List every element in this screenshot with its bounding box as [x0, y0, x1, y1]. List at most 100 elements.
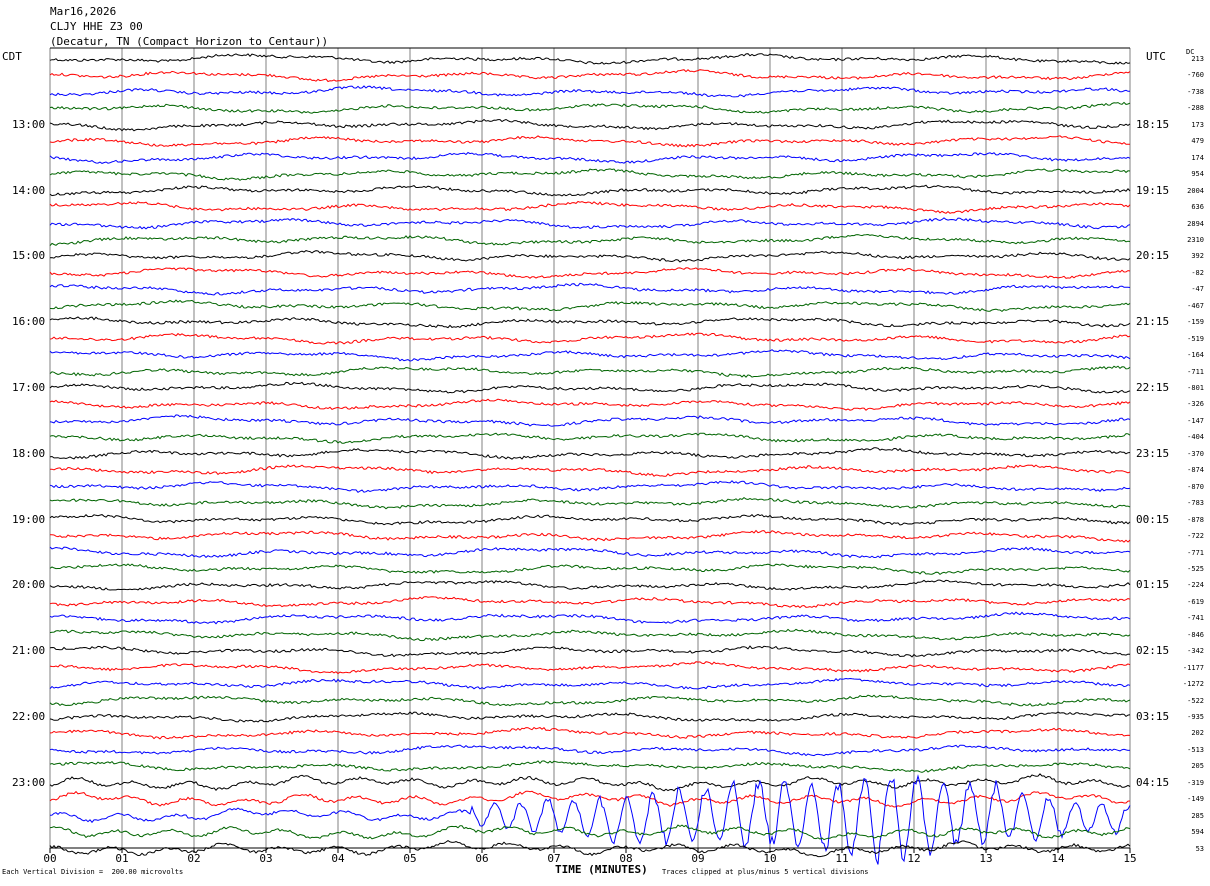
trace-green	[49, 824, 1131, 841]
trace-red	[49, 267, 1131, 279]
x-tick-label: 06	[475, 852, 489, 865]
x-tick-label: 09	[691, 852, 705, 865]
date-label: Mar16,2026	[50, 5, 117, 18]
trace-black	[49, 53, 1131, 65]
trace-black	[49, 118, 1131, 132]
trace-blue	[49, 151, 1131, 164]
right-time-label: 22:15	[1136, 381, 1170, 394]
trace-red	[49, 596, 1131, 609]
dc-offset-label: -1272	[1182, 680, 1204, 689]
dc-offset-label: -722	[1187, 532, 1204, 541]
trace-blue	[49, 217, 1131, 230]
left-time-label: 14:00	[12, 183, 46, 197]
trace-green	[49, 628, 1131, 642]
dc-offset-label: 392	[1191, 252, 1204, 261]
dc-offset-label: 174	[1191, 153, 1204, 162]
plot-header: Mar16,2026 CLJY HHE Z3 00 (Decatur, TN (…	[50, 4, 328, 49]
x-tick-label: 01	[115, 852, 129, 865]
trace-black	[49, 184, 1131, 197]
left-time-label: 16:00	[12, 315, 46, 329]
trace-red	[49, 69, 1131, 83]
trace-green	[49, 496, 1131, 510]
left-time-label: 21:00	[12, 644, 46, 658]
trace-red	[49, 135, 1131, 148]
x-tick-label: 10	[763, 852, 777, 865]
dc-offset-label: -874	[1187, 466, 1204, 475]
trace-red	[50, 529, 1131, 543]
x-tick-label: 15	[1123, 852, 1137, 865]
x-axis-title: TIME (MINUTES)	[555, 863, 648, 876]
dc-offset-label: -522	[1187, 696, 1204, 705]
right-time-label: 21:15	[1136, 315, 1170, 329]
trace-green	[49, 168, 1131, 181]
x-tick-label: 11	[835, 852, 849, 865]
left-time-label: 15:00	[12, 249, 46, 263]
dc-offset-label: -760	[1187, 71, 1204, 80]
dc-offset-label: -935	[1187, 713, 1204, 721]
dc-offset-label: 594	[1191, 828, 1204, 837]
dc-offset-label: -1177	[1182, 663, 1204, 672]
trace-black	[49, 316, 1131, 329]
trace-red	[49, 464, 1131, 477]
trace-blue	[49, 546, 1131, 559]
location-label: (Decatur, TN (Compact Horizon to Centaur…	[50, 35, 329, 48]
trace-black	[49, 773, 1131, 792]
dc-offset-label: -224	[1187, 581, 1204, 590]
x-tick-label: 13	[979, 852, 993, 865]
right-time-label: 03:15	[1136, 710, 1170, 723]
x-tick-label: 07	[547, 852, 561, 865]
x-tick-label: 14	[1051, 852, 1065, 865]
trace-blue	[49, 282, 1131, 296]
trace-black	[49, 250, 1131, 263]
trace-black	[49, 447, 1131, 460]
dc-offset-label: 213	[1191, 55, 1204, 63]
trace-green	[49, 299, 1131, 313]
trace-black	[49, 513, 1131, 526]
time-grid	[49, 48, 1131, 848]
trace-blue	[49, 349, 1131, 362]
x-tick-label: 08	[619, 852, 633, 865]
trace-red	[49, 332, 1131, 345]
dc-offset-label: 173	[1191, 120, 1204, 129]
trace-green	[49, 760, 1131, 773]
dc-offset-label: -159	[1187, 318, 1204, 327]
x-tick-label: 03	[259, 852, 273, 865]
trace-blue	[49, 774, 1131, 865]
station-label: CLJY HHE Z3 00	[50, 20, 143, 33]
trace-blue	[49, 677, 1131, 690]
dc-offset-label: -147	[1187, 416, 1204, 425]
trace-red	[49, 200, 1131, 214]
right-time-label: 18:15	[1136, 117, 1170, 131]
right-time-label: 19:15	[1136, 183, 1170, 197]
dc-offset-label: -370	[1187, 449, 1204, 458]
left-time-label: 13:00	[12, 117, 46, 131]
trace-blue	[49, 744, 1131, 757]
right-time-label: 20:15	[1136, 249, 1170, 263]
dc-offset-label: 2894	[1187, 219, 1204, 228]
trace-black	[49, 381, 1131, 394]
dc-offset-label: -878	[1187, 515, 1204, 524]
trace-green	[49, 101, 1131, 114]
dc-offset-label: -326	[1187, 400, 1204, 409]
dc-offset-label: -846	[1187, 630, 1204, 639]
trace-blue	[49, 414, 1131, 427]
dc-offset-label: -47	[1191, 285, 1204, 294]
dc-offset-label: 202	[1191, 729, 1204, 738]
dc-offset-label: 636	[1191, 203, 1204, 212]
trace-green	[49, 563, 1131, 576]
dc-offset-label: -288	[1187, 104, 1204, 113]
trace-green	[49, 432, 1131, 444]
trace-green	[49, 233, 1131, 247]
left-time-label: 23:00	[12, 775, 46, 789]
dc-offset-label: 2310	[1187, 235, 1204, 244]
dc-label: DC	[1186, 48, 1195, 56]
dc-offset-label: 285	[1191, 811, 1204, 820]
x-tick-label: 02	[187, 852, 201, 865]
dc-offset-label: -771	[1187, 548, 1204, 557]
left-time-label: 20:00	[12, 578, 46, 592]
trace-red	[49, 726, 1131, 740]
trace-black	[49, 645, 1131, 658]
clip-note: Traces clipped at plus/minus 5 vertical …	[662, 868, 869, 876]
left-time-label: 19:00	[12, 512, 46, 526]
